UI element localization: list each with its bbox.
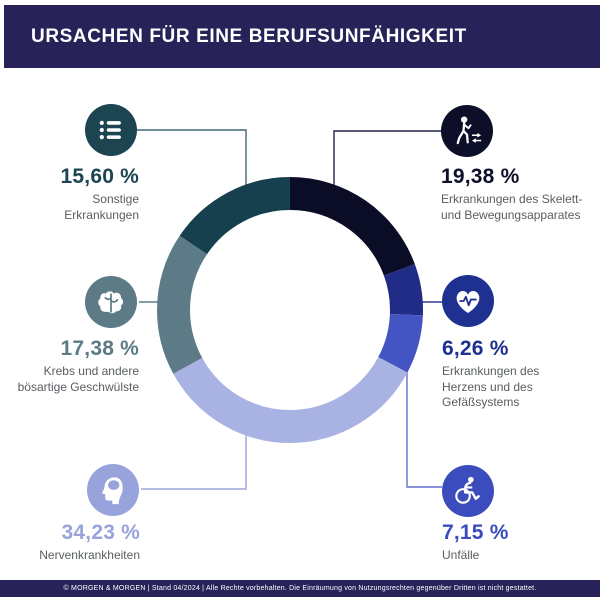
head-profile-icon-glyph bbox=[102, 477, 123, 505]
donut-segment-nerven bbox=[157, 177, 423, 443]
list-icon bbox=[85, 104, 137, 156]
label-krebs: Krebs und andere bösartige Geschwülste bbox=[17, 364, 139, 394]
percent-nerven: 34,23 % bbox=[61, 521, 140, 544]
label-nerven: Nervenkrankheiten bbox=[39, 548, 140, 562]
connector-sonstige bbox=[137, 129, 247, 185]
percent-krebs: 17,38 % bbox=[60, 337, 139, 360]
donut-segment-krebs bbox=[157, 177, 423, 443]
walking-person-icon bbox=[441, 105, 493, 157]
walking-person-icon-glyph bbox=[456, 116, 482, 145]
footer-bar: © MORGEN & MORGEN | Stand 04/2024 | Alle… bbox=[0, 580, 600, 597]
head-profile-icon bbox=[87, 464, 139, 516]
list-icon-glyph bbox=[99, 120, 121, 140]
percent-skelett: 19,38 % bbox=[441, 165, 520, 188]
percent-unfaelle: 7,15 % bbox=[442, 521, 509, 544]
donut-segment-sonstige bbox=[157, 177, 423, 443]
copyright-text: © MORGEN & MORGEN | Stand 04/2024 | Alle… bbox=[63, 585, 537, 592]
callout-sonstige: 15,60 % Sonstige Erkrankungen bbox=[61, 165, 139, 223]
donut-segment-herz bbox=[157, 177, 423, 443]
heart-pulse-icon bbox=[442, 275, 494, 327]
label-herz: Erkrankungen des Herzens und des Gefäßsy… bbox=[442, 364, 540, 409]
label-unfaelle: Unfälle bbox=[442, 548, 480, 562]
connector-skelett bbox=[333, 130, 442, 186]
label-skelett: Erkrankungen des Skelett- und Bewegungsa… bbox=[441, 192, 583, 222]
callout-skelett: 19,38 % Erkrankungen des Skelett- und Be… bbox=[441, 165, 582, 223]
percent-herz: 6,26 % bbox=[442, 337, 509, 360]
brain-icon-glyph bbox=[98, 291, 124, 314]
callout-unfaelle: 7,15 % Unfälle bbox=[442, 521, 509, 564]
callout-nerven: 34,23 % Nervenkrankheiten bbox=[39, 521, 140, 564]
label-sonstige: Sonstige Erkrankungen bbox=[64, 192, 139, 222]
callout-herz: 6,26 % Erkrankungen des Herzens und des … bbox=[442, 337, 539, 411]
percent-sonstige: 15,60 % bbox=[60, 165, 139, 188]
brain-icon bbox=[85, 276, 137, 328]
callout-krebs: 17,38 % Krebs und andere bösartige Gesch… bbox=[18, 337, 139, 395]
wheelchair-icon-glyph bbox=[455, 476, 480, 504]
wheelchair-icon bbox=[442, 465, 494, 517]
connector-nerven bbox=[141, 435, 247, 490]
page-title: URSACHEN FÜR EINE BERUFSUNFÄHIGKEIT bbox=[31, 25, 467, 47]
heart-pulse-icon-glyph bbox=[456, 291, 480, 314]
connector-unfaelle bbox=[406, 372, 442, 488]
header-bar: URSACHEN FÜR EINE BERUFSUNFÄHIGKEIT bbox=[4, 5, 600, 68]
donut-chart bbox=[157, 177, 423, 443]
